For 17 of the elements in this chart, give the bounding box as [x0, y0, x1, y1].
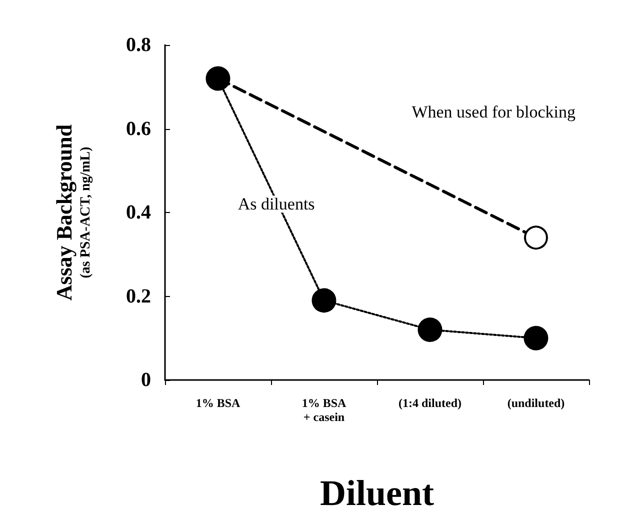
- point: [418, 318, 442, 342]
- point: [524, 326, 548, 350]
- x-axis-title: Diluent: [320, 473, 434, 513]
- y-axis-title: Assay Background (as PSA-ACT, ng/mL): [52, 124, 94, 301]
- text: When used for blocking: [412, 102, 576, 122]
- point: [312, 288, 336, 313]
- x-tick-label: (1:4 diluted): [398, 396, 462, 410]
- y-tick-label: 0.8: [126, 34, 151, 56]
- y-tick-label: 0.2: [126, 285, 151, 308]
- y-tick-label: 0.6: [126, 118, 151, 140]
- y-tick-label: 0: [141, 369, 151, 391]
- x-tick-label: (undiluted): [507, 396, 565, 410]
- x-tick-label: 1% BSA: [196, 396, 241, 410]
- y-tick-label: 0.4: [126, 202, 151, 224]
- point: [524, 226, 548, 250]
- x-tick-label: 1% BSA + casein: [302, 396, 347, 424]
- series-label: As diluents: [238, 194, 315, 214]
